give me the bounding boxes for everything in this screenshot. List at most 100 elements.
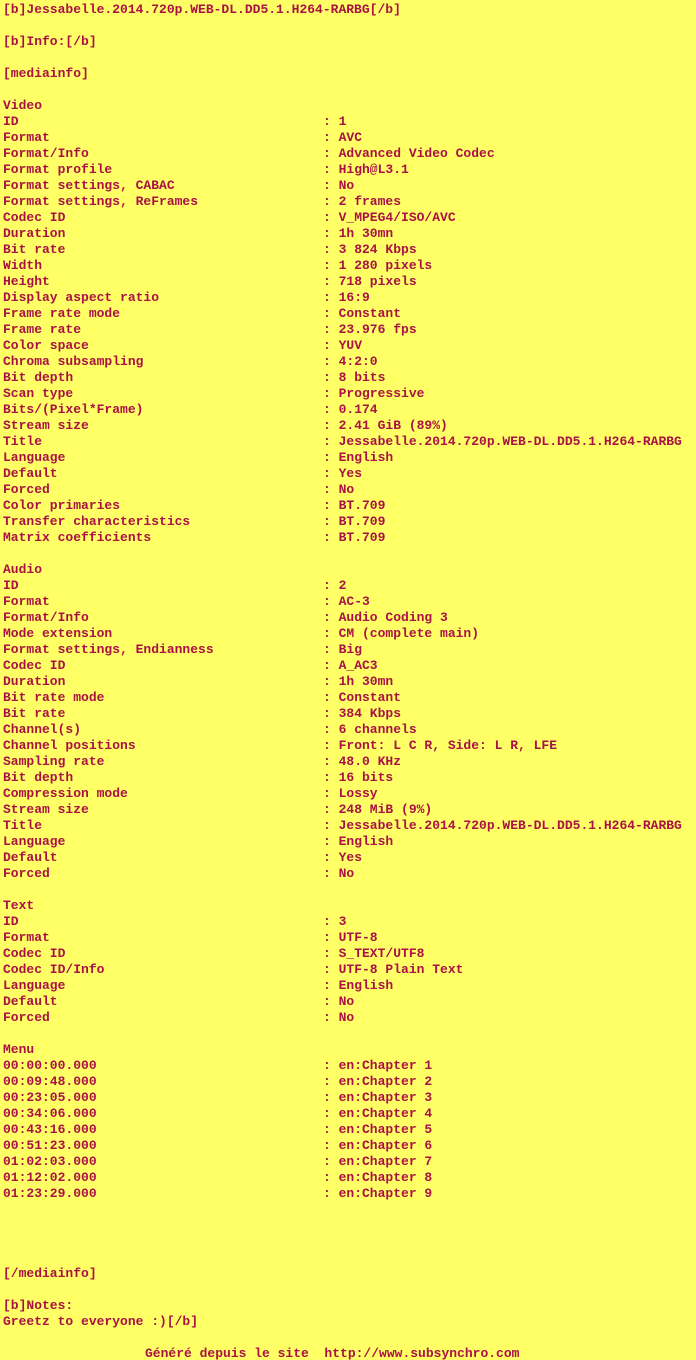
- mediainfo-row: Height: 718 pixels: [3, 274, 696, 290]
- field-value: : 1h 30mn: [323, 674, 394, 689]
- mediainfo-row: Sampling rate: 48.0 KHz: [3, 754, 696, 770]
- blank-line: [3, 1250, 696, 1266]
- field-key: Title: [3, 434, 43, 449]
- field-value: : V_MPEG4/ISO/AVC: [323, 210, 456, 225]
- mediainfo-row: ID: 3: [3, 914, 696, 930]
- mediainfo-row: 00:09:48.000: en:Chapter 2: [3, 1074, 696, 1090]
- mediainfo-close-tag: [/mediainfo]: [3, 1266, 97, 1281]
- mediainfo-row: 01:02:03.000: en:Chapter 7: [3, 1154, 696, 1170]
- mediainfo-row: Codec ID: S_TEXT/UTF8: [3, 946, 696, 962]
- mediainfo-row: Default : Yes: [3, 850, 696, 866]
- section-header-audio: Audio: [3, 562, 43, 577]
- section-header-text: Text: [3, 898, 35, 913]
- field-key: Scan type: [3, 386, 74, 401]
- field-key: Forced: [3, 482, 50, 497]
- field-key: 01:23:29.000: [3, 1186, 97, 1201]
- mediainfo-row: Bit depth: 8 bits: [3, 370, 696, 386]
- blank-line: [3, 1026, 696, 1042]
- mediainfo-row: 01:12:02.000: en:Chapter 8: [3, 1170, 696, 1186]
- field-key: Forced: [3, 866, 50, 881]
- field-key: Chroma subsampling: [3, 354, 144, 369]
- mediainfo-row: 00:00:00.000: en:Chapter 1: [3, 1058, 696, 1074]
- field-value: : Yes: [323, 850, 363, 865]
- mediainfo-row: Color space: YUV: [3, 338, 696, 354]
- field-value: : Jessabelle.2014.720p.WEB-DL.DD5.1.H264…: [323, 818, 682, 833]
- field-key: 00:23:05.000: [3, 1090, 97, 1105]
- mediainfo-row: Codec ID/Info: UTF-8 Plain Text: [3, 962, 696, 978]
- field-key: Color space: [3, 338, 89, 353]
- mediainfo-row: Color primaries: BT.709: [3, 498, 696, 514]
- mediainfo-row: Format settings, Endianness: Big: [3, 642, 696, 658]
- field-key: Codec ID: [3, 946, 66, 961]
- field-value: : Jessabelle.2014.720p.WEB-DL.DD5.1.H264…: [323, 434, 682, 449]
- field-key: Default: [3, 850, 58, 865]
- field-key: Display aspect ratio: [3, 290, 160, 305]
- field-value: : en:Chapter 3: [323, 1090, 433, 1105]
- field-value: : UTF-8 Plain Text: [323, 962, 464, 977]
- field-key: Bit depth: [3, 370, 74, 385]
- footer-credit: Généré depuis le site http://www.subsync…: [145, 1346, 520, 1360]
- mediainfo-row: Frame rate mode: Constant: [3, 306, 696, 322]
- field-value: : 4:2:0: [323, 354, 378, 369]
- bbcode-release-title: [b]Jessabelle.2014.720p.WEB-DL.DD5.1.H26…: [3, 2, 401, 17]
- field-value: : 16:9: [323, 290, 370, 305]
- field-key: Bit rate mode: [3, 690, 105, 705]
- mediainfo-row: Bit depth: 16 bits: [3, 770, 696, 786]
- field-key: Transfer characteristics: [3, 514, 191, 529]
- field-key: Frame rate: [3, 322, 82, 337]
- field-key: Default: [3, 994, 58, 1009]
- field-key: 00:09:48.000: [3, 1074, 97, 1089]
- mediainfo-row: Format profile: High@L3.1: [3, 162, 696, 178]
- section-header-menu: Menu: [3, 1042, 35, 1057]
- bbcode-info-label: [b]Info:[/b]: [3, 34, 97, 49]
- field-value: : 1h 30mn: [323, 226, 394, 241]
- field-key: Mode extension: [3, 626, 113, 641]
- field-key: ID: [3, 578, 19, 593]
- mediainfo-row: Transfer characteristics: BT.709: [3, 514, 696, 530]
- mediainfo-row: Format: AC-3: [3, 594, 696, 610]
- field-key: Bit rate: [3, 242, 66, 257]
- mediainfo-row: 00:34:06.000: en:Chapter 4: [3, 1106, 696, 1122]
- notes-label: [b]Notes:: [3, 1298, 74, 1313]
- field-value: : 248 MiB (9%): [323, 802, 433, 817]
- field-key: Format settings, Endianness: [3, 642, 214, 657]
- field-value: : No: [323, 178, 355, 193]
- field-value: : 48.0 KHz: [323, 754, 402, 769]
- field-key: Format settings, ReFrames: [3, 194, 199, 209]
- field-key: Format settings, CABAC: [3, 178, 175, 193]
- field-key: Format profile: [3, 162, 113, 177]
- field-key: Bit depth: [3, 770, 74, 785]
- field-value: : A_AC3: [323, 658, 378, 673]
- mediainfo-row: Stream size: 248 MiB (9%): [3, 802, 696, 818]
- mediainfo-row: Codec ID: V_MPEG4/ISO/AVC: [3, 210, 696, 226]
- mediainfo-row: Title : Jessabelle.2014.720p.WEB-DL.DD5.1…: [3, 434, 696, 450]
- mediainfo-row: 00:43:16.000: en:Chapter 5: [3, 1122, 696, 1138]
- field-value: : AVC: [323, 130, 363, 145]
- field-value: : 3 824 Kbps: [323, 242, 417, 257]
- field-value: : en:Chapter 4: [323, 1106, 433, 1121]
- mediainfo-row: Language: English: [3, 978, 696, 994]
- field-key: Duration: [3, 226, 66, 241]
- field-value: : en:Chapter 8: [323, 1170, 433, 1185]
- field-key: 01:02:03.000: [3, 1154, 97, 1169]
- field-key: Channel positions: [3, 738, 136, 753]
- mediainfo-row: Bit rate: 384 Kbps: [3, 706, 696, 722]
- field-value: : Yes: [323, 466, 363, 481]
- mediainfo-row: ID: 2: [3, 578, 696, 594]
- mediainfo-open-tag: [mediainfo]: [3, 66, 89, 81]
- blank-line: [3, 1202, 696, 1218]
- mediainfo-row: Forced: No: [3, 482, 696, 498]
- field-key: Width: [3, 258, 43, 273]
- field-key: Stream size: [3, 418, 89, 433]
- mediainfo-row: ID: 1: [3, 114, 696, 130]
- mediainfo-row: Frame rate: 23.976 fps: [3, 322, 696, 338]
- mediainfo-row: Codec ID: A_AC3: [3, 658, 696, 674]
- field-value: : No: [323, 1010, 355, 1025]
- field-value: : en:Chapter 5: [323, 1122, 433, 1137]
- field-value: : CM (complete main): [323, 626, 480, 641]
- field-key: Format: [3, 594, 50, 609]
- blank-line: [3, 82, 696, 98]
- field-value: : Advanced Video Codec: [323, 146, 495, 161]
- mediainfo-row: Language: English: [3, 834, 696, 850]
